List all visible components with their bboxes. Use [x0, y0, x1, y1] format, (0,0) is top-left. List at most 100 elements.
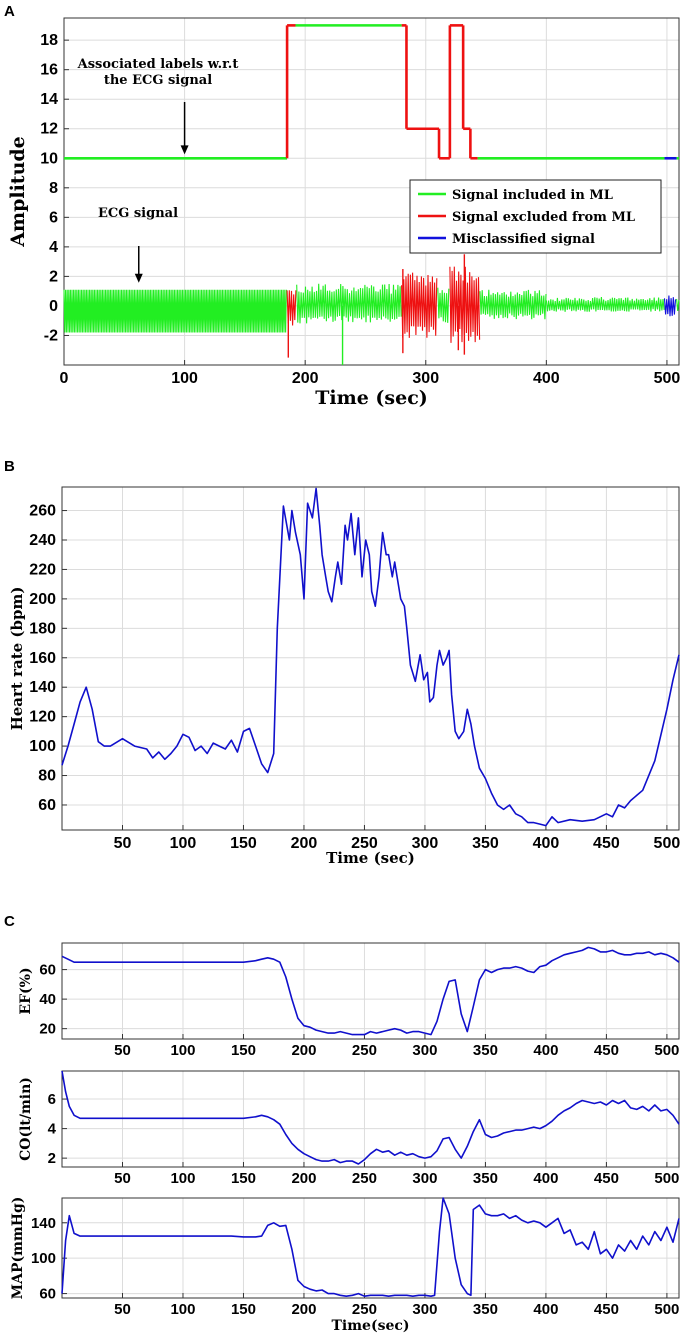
x-axis-label: Time(sec)	[331, 1318, 409, 1334]
x-tick-label: 100	[171, 370, 198, 387]
x-tick-label: 200	[292, 370, 319, 387]
y-tick-label: 80	[38, 768, 56, 785]
chart-c-co: 50 100 150 200 250 300 350 400 450 500 2 4 6 CO(lt/mi…	[18, 1070, 680, 1187]
y-axis-label: EF(%)	[18, 967, 34, 1014]
annotation-arrow-head	[134, 273, 143, 283]
plot-frame	[63, 17, 680, 366]
x-tick-label: 300	[412, 1301, 437, 1318]
x-tick-label: 500	[654, 835, 681, 852]
panel-letter-c: C	[4, 913, 15, 930]
chart-c-ef: 50 100 150 200 250 300 350 400 450 500 20 40 60 EF(%)	[18, 942, 680, 1059]
y-tick-label: 40	[39, 991, 56, 1008]
y-tick-label: 260	[29, 503, 56, 520]
ecg-signal-segment	[676, 298, 680, 312]
x-tick-label: 400	[533, 1042, 558, 1059]
x-tick-label: 350	[473, 1301, 498, 1318]
y-tick-label: 100	[29, 738, 56, 755]
y-axis-label: Amplitude	[7, 136, 29, 248]
chart-b-heart-rate: 50 100 150 200 250 300 350 400 450 500 60 80 100 120 1…	[8, 486, 681, 867]
annotation-labels-text: Associated labels w.r.t	[77, 57, 239, 72]
x-tick-label: 150	[231, 1042, 256, 1059]
y-tick-label: 18	[40, 32, 58, 49]
y-tick-label: 12	[40, 121, 58, 138]
legend-entry: Misclassified signal	[452, 232, 595, 247]
x-tick-label: 450	[594, 1301, 619, 1318]
ef-line	[61, 946, 680, 1036]
x-tick-label: 200	[291, 1170, 316, 1187]
co-line	[61, 1070, 680, 1165]
y-tick-label: 8	[49, 180, 58, 197]
y-tick-label: 2	[48, 1150, 56, 1167]
x-tick-label: 450	[593, 835, 620, 852]
x-tick-label: 300	[412, 1042, 437, 1059]
x-tick-label: 350	[473, 1042, 498, 1059]
ecg-signal-segment	[296, 283, 402, 324]
x-axis-label: Time (sec)	[326, 849, 415, 867]
y-tick-label: 6	[49, 209, 58, 226]
y-tick-label: 20	[39, 1021, 56, 1038]
x-tick-label: 100	[170, 835, 197, 852]
y-tick-label: 10	[40, 150, 58, 167]
x-tick-label: 500	[654, 1042, 679, 1059]
ecg-signal-segment	[545, 297, 665, 312]
x-tick-label: 500	[654, 1301, 679, 1318]
plot-frame	[61, 486, 680, 831]
x-tick-label: 350	[472, 835, 499, 852]
x-tick-label: 100	[170, 1301, 195, 1318]
legend-box	[409, 179, 662, 254]
x-tick-label: 150	[230, 835, 257, 852]
chart-a-ecg: 0 100 200 300 400 500 -2 0 2 4 6 8 10 12 14 16 18 Time (s…	[7, 17, 681, 409]
heart-rate-line	[61, 487, 680, 827]
x-tick-label: 50	[114, 1042, 131, 1059]
ecg-signal-segment	[479, 289, 547, 320]
x-tick-label: 400	[533, 835, 560, 852]
map-line	[61, 1197, 680, 1297]
y-tick-label: 140	[31, 1215, 56, 1232]
x-tick-label: 400	[533, 1170, 558, 1187]
plot-frame	[61, 1070, 680, 1168]
plot-frame	[61, 1197, 680, 1299]
y-tick-label: 200	[29, 591, 56, 608]
y-tick-label: 4	[49, 239, 58, 256]
y-axis-label: CO(lt/min)	[18, 1077, 34, 1161]
x-tick-label: 150	[231, 1301, 256, 1318]
x-tick-label: 50	[114, 1301, 131, 1318]
x-tick-label: 300	[412, 1170, 437, 1187]
ecg-signal-segment	[437, 287, 450, 323]
x-tick-label: 100	[170, 1042, 195, 1059]
y-tick-label: 100	[31, 1250, 56, 1267]
y-tick-label: 16	[40, 62, 58, 79]
legend: Signal included in ML Signal excluded fro…	[409, 179, 662, 254]
panel-letter-a: A	[4, 3, 15, 20]
ecg-signal-segment	[663, 295, 677, 317]
legend-entry: Signal included in ML	[452, 188, 613, 203]
x-tick-label: 350	[473, 1170, 498, 1187]
x-tick-label: 450	[594, 1170, 619, 1187]
x-tick-label: 500	[654, 370, 681, 387]
y-tick-label: 60	[39, 962, 56, 979]
y-tick-label: 140	[29, 679, 56, 696]
x-tick-label: 400	[533, 370, 560, 387]
y-tick-label: 4	[48, 1121, 57, 1138]
y-tick-label: 220	[29, 561, 56, 578]
y-tick-label: 2	[49, 268, 58, 285]
ecg-signal-segment	[401, 272, 438, 338]
y-tick-label: -2	[44, 327, 58, 344]
ecg-signal-segment	[63, 289, 287, 333]
x-tick-label: 200	[291, 835, 318, 852]
x-tick-label: 200	[291, 1042, 316, 1059]
annotation-labels-text: the ECG signal	[104, 73, 212, 88]
y-tick-label: 0	[49, 298, 58, 315]
legend-entry: Signal excluded from ML	[452, 210, 635, 225]
y-tick-label: 160	[29, 650, 56, 667]
y-tick-label: 14	[40, 91, 58, 108]
x-tick-label: 150	[231, 1170, 256, 1187]
annotation-arrow-head	[180, 145, 189, 155]
x-tick-label: 400	[533, 1301, 558, 1318]
x-tick-label: 100	[170, 1170, 195, 1187]
y-tick-label: 60	[38, 797, 56, 814]
panel-letter-b: B	[4, 458, 15, 475]
x-tick-label: 250	[352, 1042, 377, 1059]
chart-c-map: 50 100 150 200 250 300 350 400 450 500 60 100 140 Tim…	[10, 1197, 680, 1334]
